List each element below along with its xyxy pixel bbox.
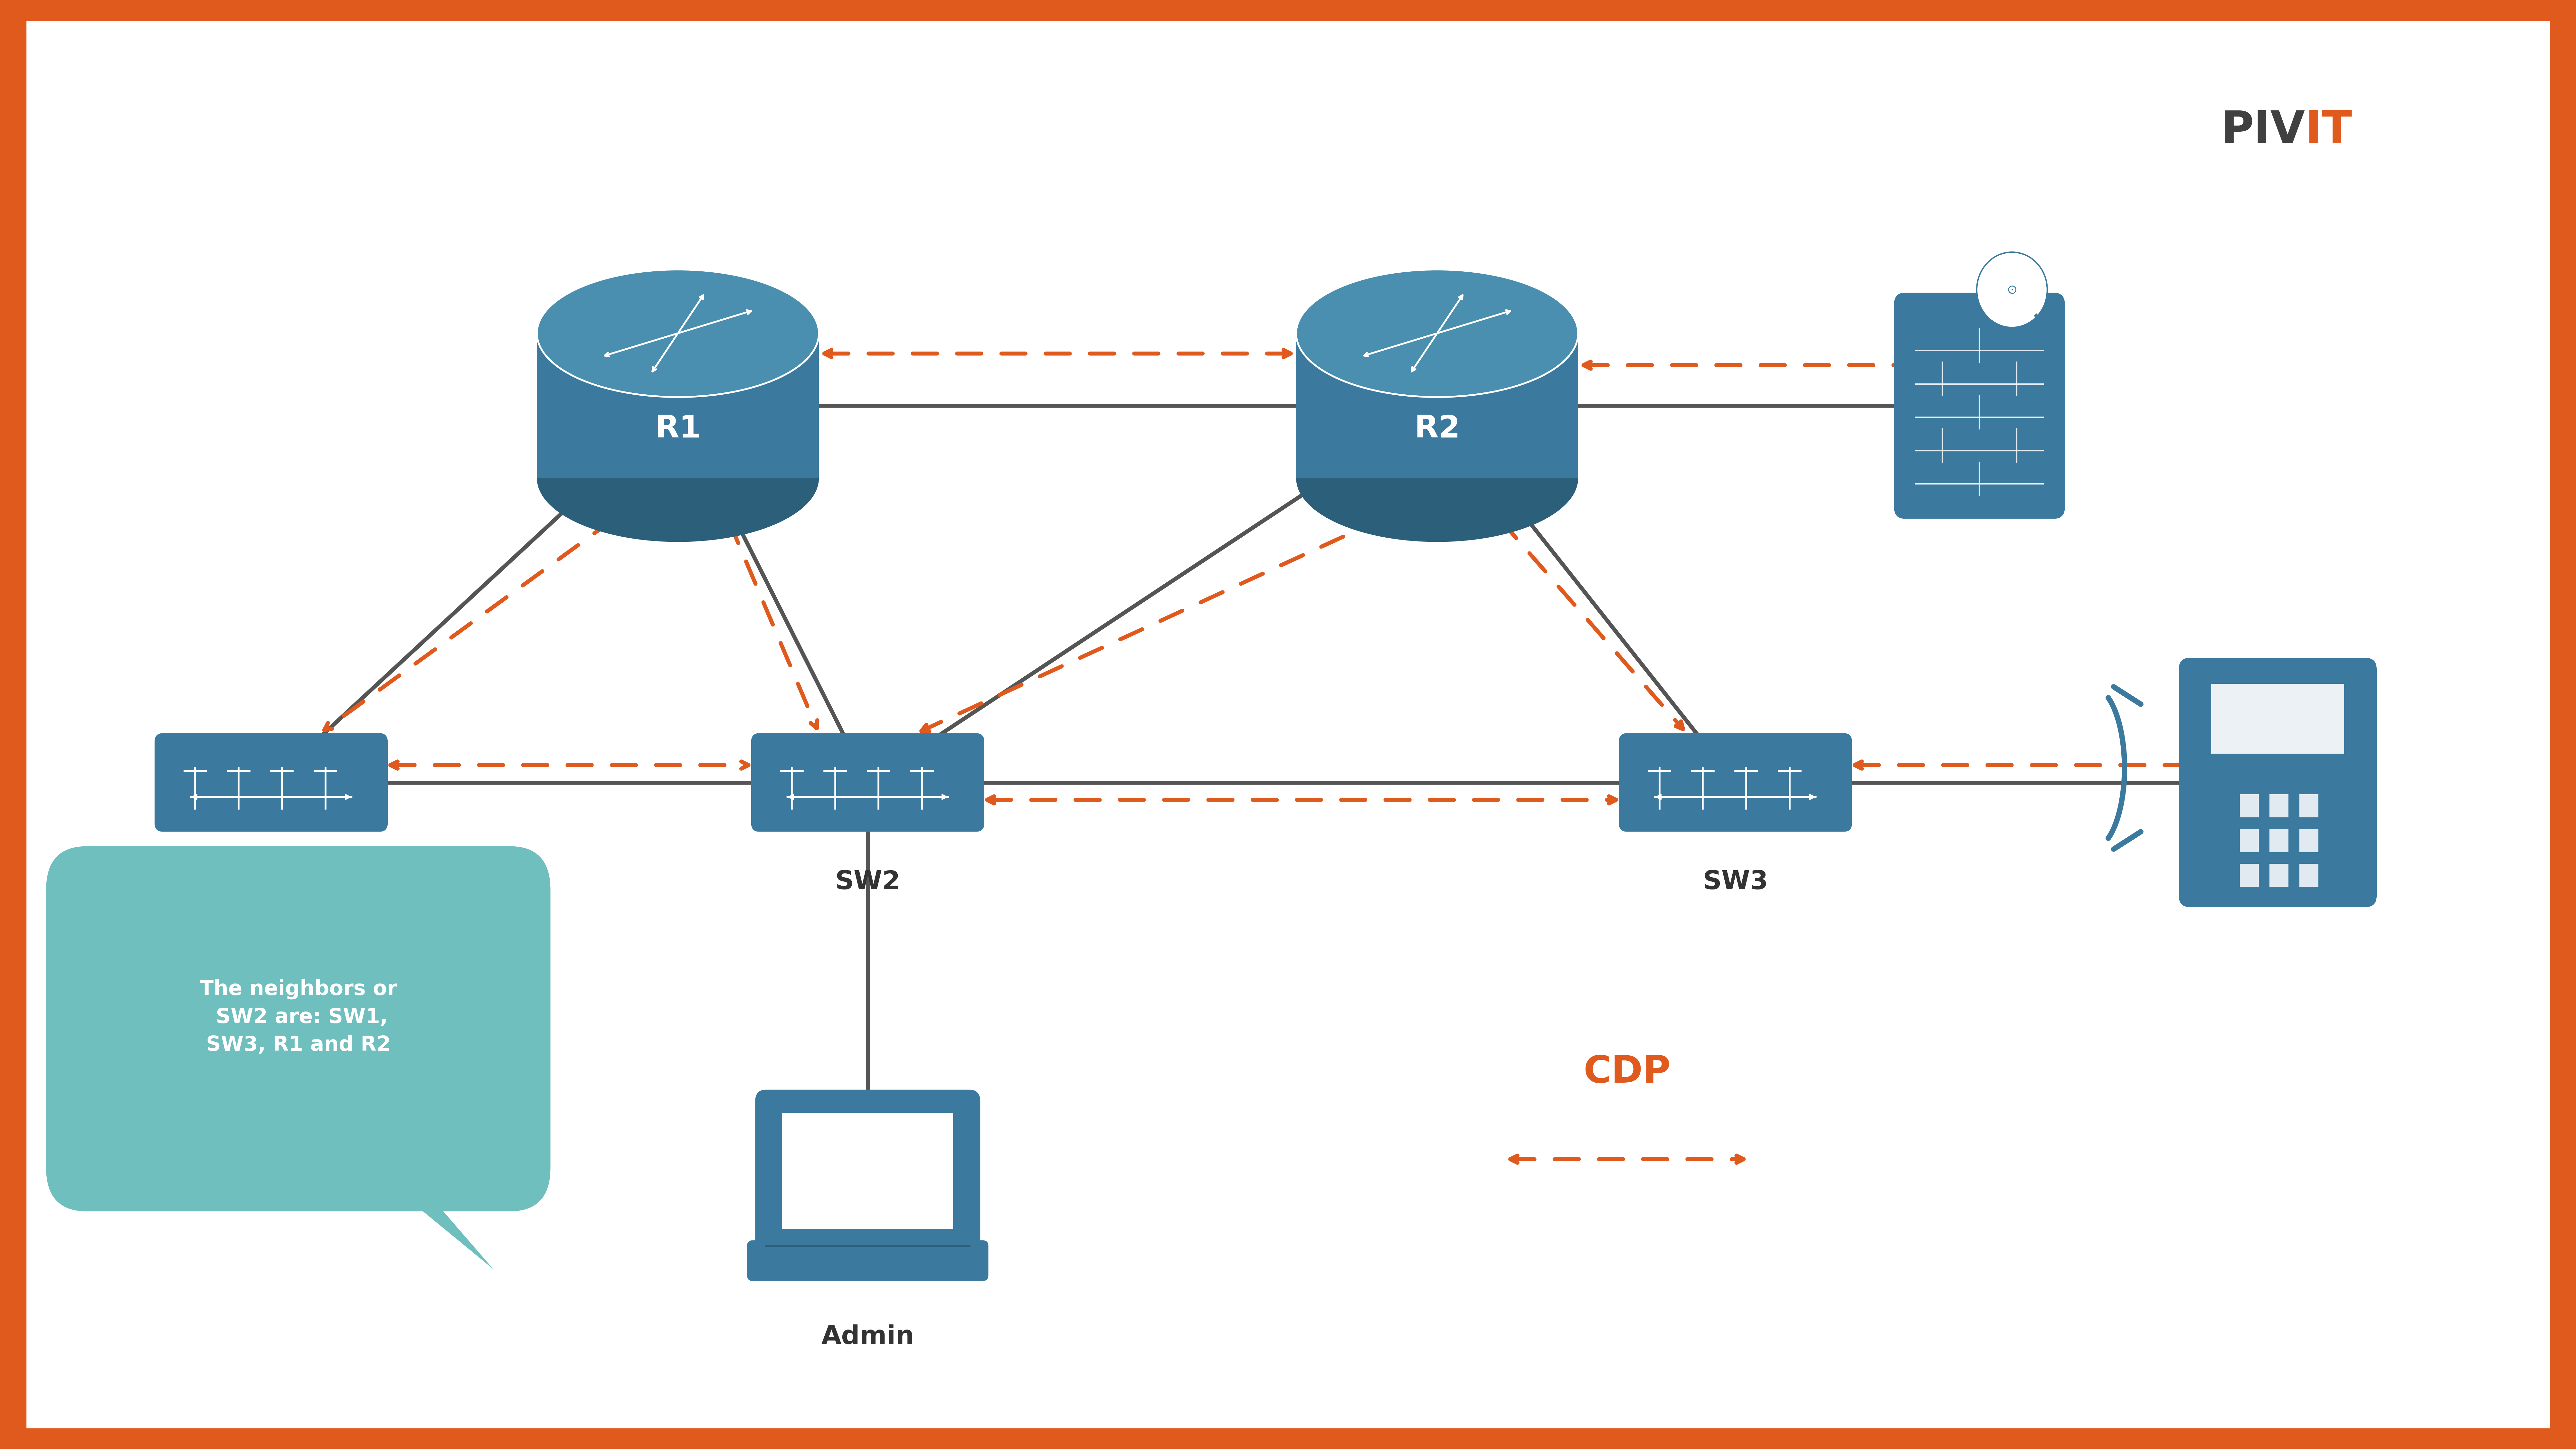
- Bar: [2300, 794, 2318, 817]
- Text: R1: R1: [654, 414, 701, 443]
- Text: IT: IT: [2306, 109, 2352, 152]
- Bar: [2239, 864, 2259, 887]
- FancyBboxPatch shape: [752, 733, 984, 832]
- Text: R2: R2: [1414, 414, 1461, 443]
- FancyBboxPatch shape: [747, 1240, 989, 1281]
- Ellipse shape: [536, 270, 819, 397]
- FancyBboxPatch shape: [155, 733, 389, 832]
- Ellipse shape: [536, 414, 819, 542]
- FancyBboxPatch shape: [2179, 658, 2378, 907]
- Text: SW3: SW3: [1703, 869, 1767, 894]
- Bar: [2239, 794, 2259, 817]
- Bar: [2239, 829, 2259, 852]
- FancyBboxPatch shape: [755, 1090, 981, 1258]
- Text: SW2: SW2: [835, 869, 902, 894]
- Text: SW1: SW1: [240, 869, 304, 894]
- FancyBboxPatch shape: [46, 846, 551, 1211]
- FancyBboxPatch shape: [1893, 293, 2066, 519]
- Text: ⊙: ⊙: [2007, 284, 2017, 296]
- FancyBboxPatch shape: [1618, 733, 1852, 832]
- Polygon shape: [353, 1153, 495, 1269]
- Bar: [2300, 829, 2318, 852]
- Bar: [2269, 829, 2287, 852]
- Bar: [536, 333, 819, 478]
- Text: Admin: Admin: [822, 1324, 914, 1349]
- Bar: [2269, 794, 2287, 817]
- Bar: [783, 1113, 953, 1229]
- Text: CDP: CDP: [1584, 1053, 1672, 1091]
- Ellipse shape: [1296, 270, 1579, 397]
- Bar: [2300, 864, 2318, 887]
- Bar: [2210, 684, 2344, 753]
- Circle shape: [1976, 252, 2048, 327]
- Ellipse shape: [1296, 414, 1579, 542]
- Text: PIV: PIV: [2221, 109, 2306, 152]
- Bar: [2269, 864, 2287, 887]
- Bar: [1296, 333, 1579, 478]
- Text: The neighbors or
 SW2 are: SW1,
SW3, R1 and R2: The neighbors or SW2 are: SW1, SW3, R1 a…: [198, 980, 397, 1055]
